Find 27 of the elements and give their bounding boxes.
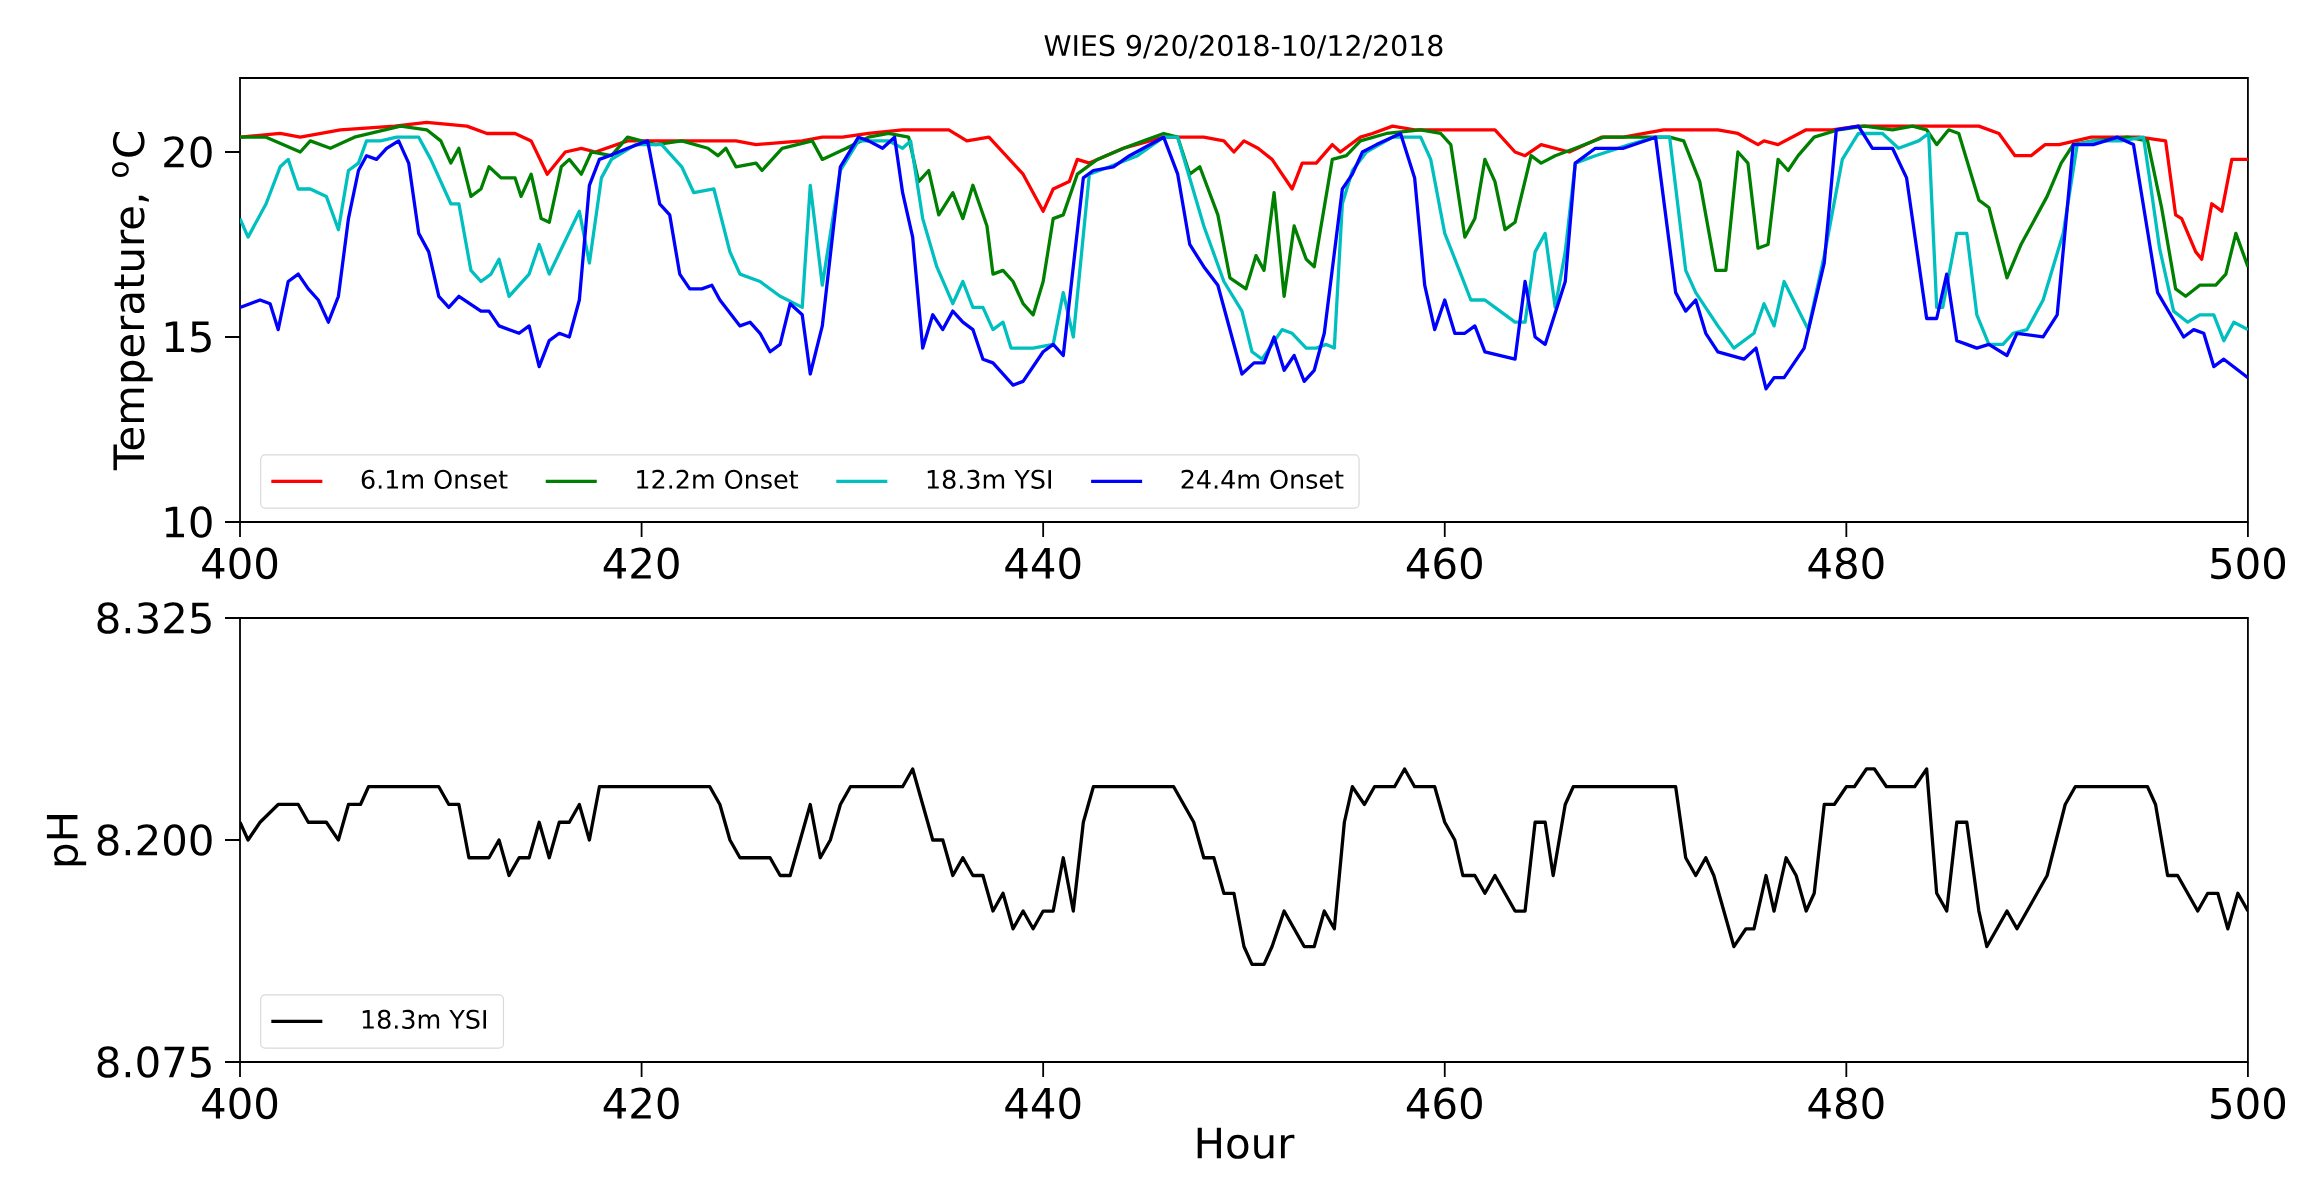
legend-label: 24.4m Onset [1181,469,1344,489]
y-tick-label: 8.200 [97,824,212,856]
legend-label: 6.1m Onset [361,469,508,489]
legend-label: 18.3m YSI [362,1009,486,1029]
x-tick-label: 480 [1808,1087,1884,1120]
y-tick-label: 20 [164,136,212,168]
x-tick-label: 400 [202,547,278,580]
y-axis-title: Temperature, $^{o}$C [111,132,153,471]
legend-label: 12.2m Onset [637,469,799,489]
x-tick-label: 440 [1005,547,1081,580]
x-axis-title: Hour [1197,1127,1295,1159]
x-tick-label: 420 [603,547,679,580]
x-tick-label: 500 [2211,1087,2286,1120]
x-tick-label: 480 [1808,547,1884,580]
y-tick-label: 8.325 [97,602,211,634]
x-tick-label: 440 [1005,1087,1081,1120]
chart-title: WIES 9/20/2018-10/12/2018 [1044,34,1443,59]
y-axis-title: pH [46,815,87,866]
x-tick-label: 420 [603,1087,679,1120]
x-tick-label: 460 [1406,1087,1482,1120]
y-tick-label: 10 [165,506,212,538]
legend-label: 18.3m YSI [927,469,1051,489]
x-tick-label: 400 [202,1087,278,1120]
y-tick-label: 8.075 [97,1046,211,1078]
x-tick-label: 500 [2211,547,2286,580]
y-tick-label: 15 [165,321,211,353]
x-tick-label: 460 [1406,547,1482,580]
